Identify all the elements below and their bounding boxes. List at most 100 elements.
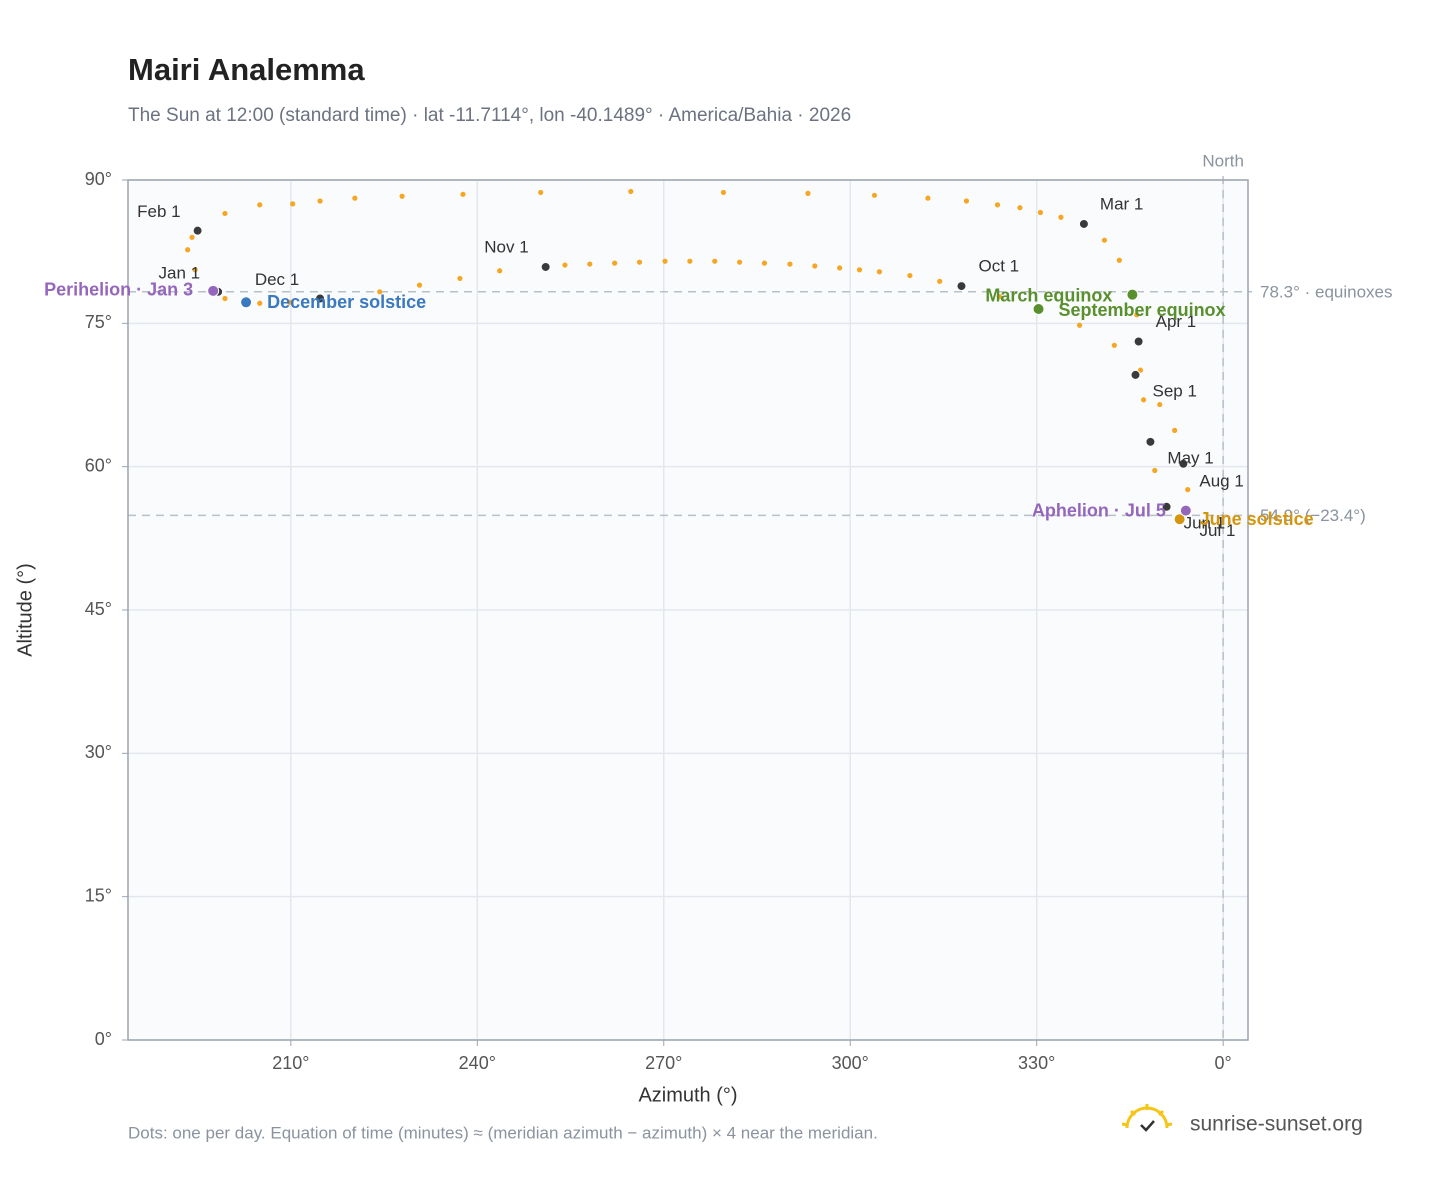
day-dot [352, 195, 358, 201]
x-tick-label: 210° [272, 1053, 309, 1073]
day-dot [222, 295, 228, 302]
month-label: Jun 1 [1184, 513, 1226, 532]
day-dot [1152, 467, 1158, 474]
month-label: Oct 1 [978, 257, 1019, 276]
day-dot [963, 198, 970, 204]
x-tick-label: 270° [645, 1053, 682, 1073]
footnote: Dots: one per day. Equation of time (min… [128, 1123, 878, 1142]
event-dot [1126, 288, 1139, 301]
y-tick-label: 30° [85, 742, 112, 762]
month-label: Sep 1 [1153, 381, 1197, 400]
month-label: Jul 1 [1199, 521, 1235, 540]
y-tick-label: 0° [95, 1029, 112, 1049]
x-tick-label: 300° [832, 1053, 869, 1073]
day-dot [925, 195, 931, 201]
day-dot [812, 263, 818, 269]
day-dot [1101, 237, 1108, 243]
y-tick-label: 60° [85, 455, 112, 475]
day-dot [1111, 342, 1117, 348]
y-tick-label: 90° [85, 169, 112, 189]
day-dot [587, 261, 593, 267]
day-dot [399, 193, 405, 199]
event-dot [240, 296, 253, 309]
day-dot [1140, 397, 1147, 403]
y-tick-label: 15° [85, 885, 112, 905]
x-tick-label: 240° [459, 1053, 496, 1073]
day-dot [994, 202, 1001, 208]
day-dot [1134, 312, 1140, 318]
chart-title: Mairi Analemma [128, 52, 365, 87]
month-label: Nov 1 [484, 237, 528, 256]
day-dot [636, 259, 643, 265]
day-dot [662, 258, 668, 264]
grid [122, 179, 1248, 1046]
day-dot [837, 265, 843, 271]
day-dot [497, 268, 503, 274]
day-dot [290, 201, 296, 207]
x-axis-label: Azimuth (°) [638, 1084, 737, 1106]
month-dot [540, 261, 551, 272]
event-label: March equinox [985, 285, 1112, 305]
day-dot [1058, 214, 1064, 220]
chart-subtitle: The Sun at 12:00 (standard time) · lat -… [128, 105, 851, 126]
day-dot [562, 262, 568, 268]
month-label: May 1 [1167, 448, 1213, 467]
event-dot [1179, 504, 1192, 517]
event-label: September equinox [1059, 300, 1226, 320]
day-dot [317, 198, 323, 204]
meridian-label: North [1202, 151, 1244, 170]
day-dot [192, 267, 198, 273]
event-label: December solstice [267, 292, 426, 312]
event-dot [1173, 513, 1186, 526]
month-label: Dec 1 [255, 270, 299, 289]
month-dot [192, 225, 203, 236]
month-dot [1145, 436, 1156, 447]
month-label: Mar 1 [1100, 194, 1143, 213]
day-dot [185, 247, 191, 253]
month-dot [956, 281, 967, 292]
day-dot [712, 258, 718, 264]
day-dot [1185, 487, 1191, 493]
month-label: Jan 1 [159, 263, 201, 282]
day-dot [787, 261, 793, 267]
day-dot [907, 272, 913, 279]
plot-border [127, 179, 1249, 1041]
month-dot [1078, 218, 1089, 229]
month-dot [1178, 458, 1189, 469]
day-dot [720, 189, 727, 196]
event-dot [1032, 303, 1045, 315]
day-dot [257, 202, 263, 208]
day-dot [1076, 322, 1083, 328]
day-dot [937, 278, 943, 284]
y-tick-label: 75° [85, 312, 112, 332]
marks [185, 188, 1192, 526]
day-dot [460, 191, 466, 197]
month-dot [1130, 369, 1141, 380]
x-tick-label: 330° [1018, 1053, 1055, 1073]
day-dot [538, 189, 544, 196]
day-dot [189, 234, 195, 240]
day-dot [628, 188, 634, 195]
day-dot [222, 210, 228, 217]
day-dot [1116, 257, 1122, 263]
day-dot [736, 259, 743, 265]
day-dot [1172, 427, 1178, 433]
day-dot [856, 267, 863, 273]
event-label: June solstice [1200, 509, 1314, 529]
day-dot [1137, 367, 1144, 373]
day-dot [286, 299, 293, 305]
day-dot [996, 293, 1002, 300]
reference-label: 78.3° · equinoxes [1260, 282, 1393, 301]
brand: sunrise-sunset.org [1190, 1113, 1363, 1136]
y-tick-label: 45° [85, 599, 112, 619]
brand-logo [1121, 1104, 1173, 1132]
day-dot [416, 282, 423, 288]
day-dot [876, 269, 883, 275]
day-dot [1157, 401, 1163, 408]
reference-label: 54.9° (−23.4°) [1260, 506, 1366, 525]
day-dot [257, 300, 263, 306]
day-dot [1017, 205, 1023, 211]
month-dot [315, 293, 326, 304]
day-dot [1037, 209, 1044, 216]
